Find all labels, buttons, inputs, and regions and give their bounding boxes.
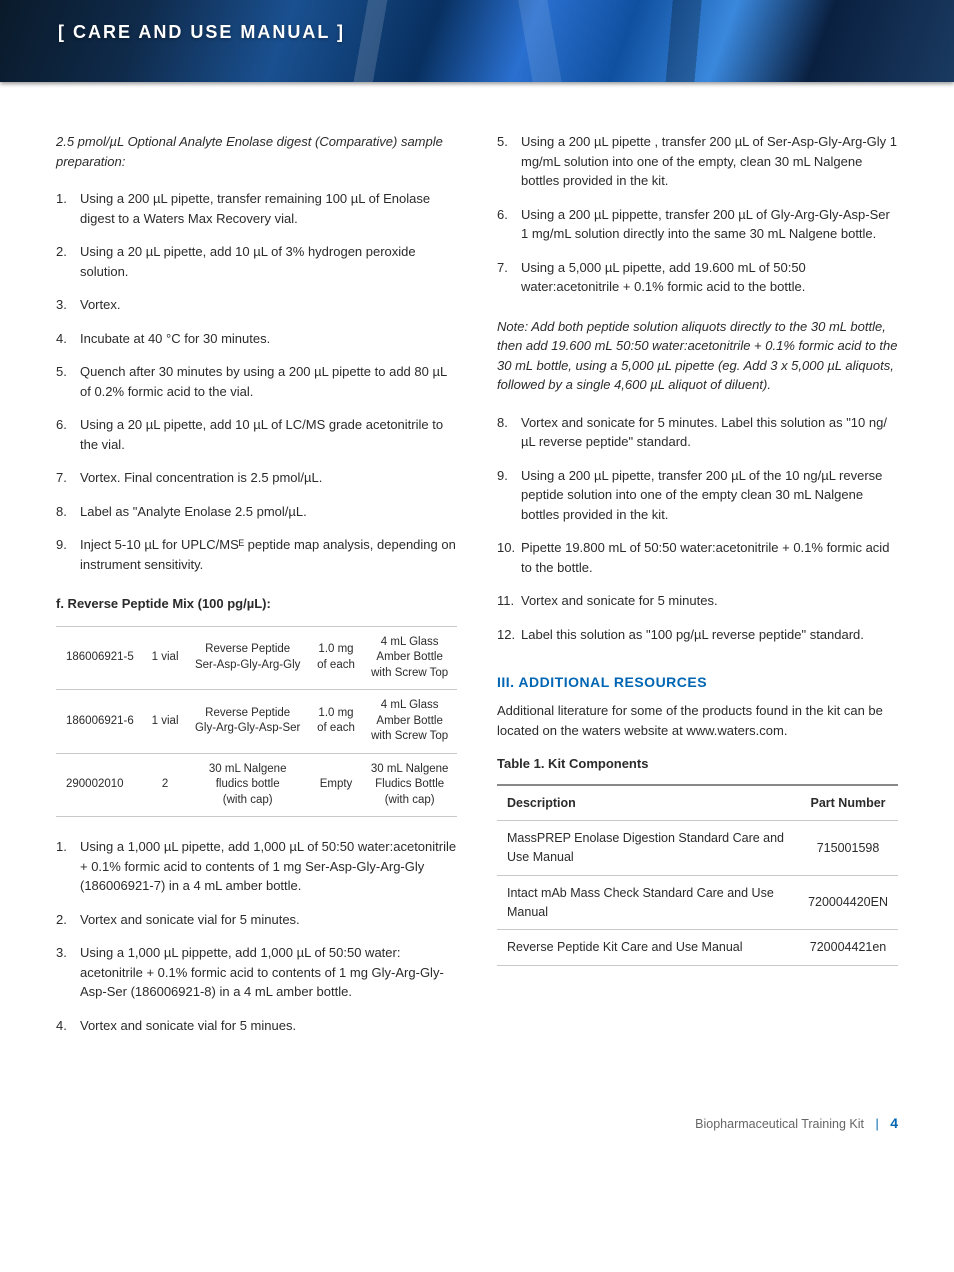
table-cell: 290002010 [56,753,145,817]
table-row: 290002010230 mL Nalgenefludics bottle(wi… [56,753,457,817]
step-item: Vortex and sonicate for 5 minutes. Label… [497,413,898,452]
steps-list-b: Using a 1,000 µL pipette, add 1,000 µL o… [56,837,457,1035]
table-row: 186006921-61 vialReverse PeptideGly-Arg-… [56,690,457,754]
step-item: Using a 1,000 µL pippette, add 1,000 µL … [56,943,457,1002]
section-body: Additional literature for some of the pr… [497,701,898,740]
table-cell: 1 vial [145,690,186,754]
step-item: Using a 1,000 µL pipette, add 1,000 µL o… [56,837,457,896]
table-cell: Reverse PeptideSer-Asp-Gly-Arg-Gly [186,626,310,690]
table-cell: 2 [145,753,186,817]
footer-divider: | [875,1117,878,1131]
steps-list-c: Using a 200 µL pipette , transfer 200 µL… [497,132,898,297]
table-cell: Reverse PeptideGly-Arg-Gly-Asp-Ser [186,690,310,754]
step-item: Using a 20 µL pipette, add 10 µL of LC/M… [56,415,457,454]
page-banner: CARE AND USE MANUAL [0,0,954,82]
note-text: Note: Add both peptide solution aliquots… [497,317,898,395]
step-item: Using a 200 µL pipette , transfer 200 µL… [497,132,898,191]
step-item: Incubate at 40 °C for 30 minutes. [56,329,457,349]
table-row: MassPREP Enolase Digestion Standard Care… [497,821,898,876]
subhead-f: f. Reverse Peptide Mix (100 pg/µL): [56,594,457,614]
footer-product: Biopharmaceutical Training Kit [695,1117,864,1131]
section-heading: III. ADDITIONAL RESOURCES [497,672,898,693]
page-body: 2.5 pmol/µL Optional Analyte Enolase dig… [0,82,954,1085]
kit-components-table: Description Part Number MassPREP Enolase… [497,784,898,967]
page-footer: Biopharmaceutical Training Kit | 4 [0,1085,954,1171]
table-cell: Intact mAb Mass Check Standard Care and … [497,875,798,930]
table-cell: 720004421en [798,930,898,966]
table-cell: 720004420EN [798,875,898,930]
peptide-mix-table: 186006921-51 vialReverse PeptideSer-Asp-… [56,626,457,818]
intro-text: 2.5 pmol/µL Optional Analyte Enolase dig… [56,132,457,171]
step-item: Vortex. Final concentration is 2.5 pmol/… [56,468,457,488]
table-cell: 186006921-5 [56,626,145,690]
table-cell: 1.0 mgof each [310,690,363,754]
table-cell: MassPREP Enolase Digestion Standard Care… [497,821,798,876]
steps-list-a: Using a 200 µL pipette, transfer remaini… [56,189,457,574]
kit-th-part: Part Number [798,785,898,821]
left-column: 2.5 pmol/µL Optional Analyte Enolase dig… [56,132,457,1055]
table-cell: 1 vial [145,626,186,690]
table-cell: Empty [310,753,363,817]
table-cell: 186006921-6 [56,690,145,754]
step-item: Using a 5,000 µL pipette, add 19.600 mL … [497,258,898,297]
table-cell: 30 mL Nalgenefludics bottle(with cap) [186,753,310,817]
table-cell: 4 mL GlassAmber Bottlewith Screw Top [362,690,457,754]
step-item: Using a 200 µL pippette, transfer 200 µL… [497,205,898,244]
step-item: Using a 200 µL pipette, transfer remaini… [56,189,457,228]
table-cell: 30 mL NalgeneFludics Bottle(with cap) [362,753,457,817]
step-item: Using a 20 µL pipette, add 10 µL of 3% h… [56,242,457,281]
step-item: Label this solution as "100 pg/µL revers… [497,625,898,645]
kit-th-desc: Description [497,785,798,821]
table-cell: Reverse Peptide Kit Care and Use Manual [497,930,798,966]
banner-title: CARE AND USE MANUAL [0,0,954,43]
kit-table-caption: Table 1. Kit Components [497,754,898,774]
table-cell: 1.0 mgof each [310,626,363,690]
step-item: Inject 5-10 µL for UPLC/MSᴱ peptide map … [56,535,457,574]
step-item: Vortex and sonicate for 5 minutes. [497,591,898,611]
step-item: Vortex. [56,295,457,315]
footer-page-number: 4 [890,1115,898,1131]
step-item: Using a 200 µL pipette, transfer 200 µL … [497,466,898,525]
step-item: Quench after 30 minutes by using a 200 µ… [56,362,457,401]
steps-list-d: Vortex and sonicate for 5 minutes. Label… [497,413,898,645]
step-item: Vortex and sonicate vial for 5 minues. [56,1016,457,1036]
step-item: Pipette 19.800 mL of 50:50 water:acetoni… [497,538,898,577]
step-item: Vortex and sonicate vial for 5 minutes. [56,910,457,930]
table-cell: 715001598 [798,821,898,876]
step-item: Label as "Analyte Enolase 2.5 pmol/µL. [56,502,457,522]
table-cell: 4 mL GlassAmber Bottlewith Screw Top [362,626,457,690]
table-row: 186006921-51 vialReverse PeptideSer-Asp-… [56,626,457,690]
table-row: Reverse Peptide Kit Care and Use Manual7… [497,930,898,966]
table-row: Intact mAb Mass Check Standard Care and … [497,875,898,930]
right-column: Using a 200 µL pipette , transfer 200 µL… [497,132,898,1055]
